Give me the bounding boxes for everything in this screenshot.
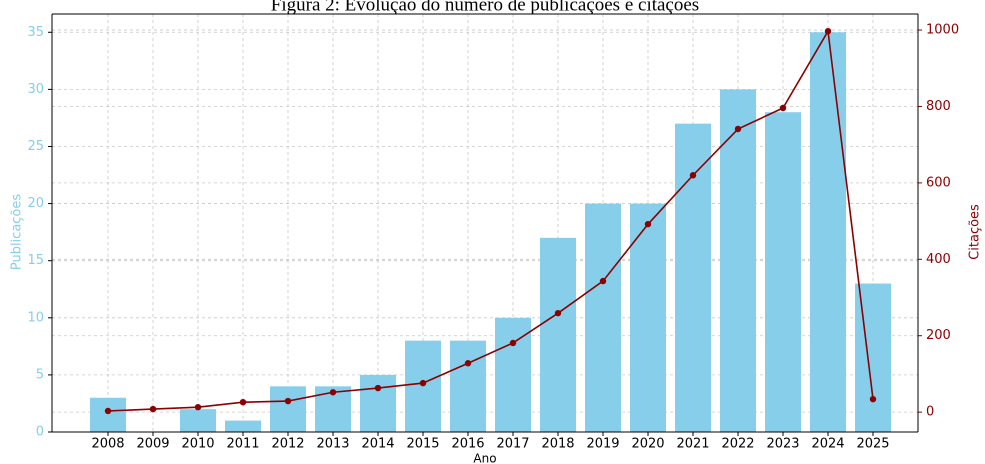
y-tick-label: 10 [27, 310, 44, 325]
point [734, 125, 742, 133]
x-tick-label: 2021 [676, 437, 709, 452]
x-tick-label: 2025 [856, 437, 889, 452]
x-tick-label: 2018 [541, 437, 574, 452]
bar [450, 340, 486, 432]
x-tick-label: 2017 [496, 437, 529, 452]
point [329, 389, 337, 396]
y2-tick-label: 1000 [926, 23, 959, 38]
y-tick-label: 15 [27, 253, 44, 268]
y-tick-label: 20 [27, 196, 44, 211]
point [869, 395, 877, 403]
point [374, 384, 382, 392]
y-tick-label: 0 [36, 425, 44, 440]
line [107, 28, 874, 412]
y-tick-label: 25 [27, 139, 44, 154]
bar [90, 397, 126, 432]
x-tick-label: 2015 [406, 437, 439, 452]
bar [180, 409, 216, 432]
x-tick-label: 2020 [631, 437, 664, 452]
point [104, 407, 112, 415]
bar [495, 317, 531, 432]
bar [585, 203, 621, 432]
x-tick-label: 2016 [451, 437, 484, 452]
x-axis-label: Ano [473, 452, 496, 464]
bar [855, 283, 891, 432]
point [464, 360, 472, 367]
y2-tick-label: 200 [926, 328, 951, 343]
bar [675, 123, 711, 432]
x-tick-label: 2012 [271, 437, 304, 452]
bar [630, 203, 666, 432]
x-tick-label: 2010 [181, 437, 214, 452]
chart-title: Figura 2: Evolução do número de publicaç… [271, 0, 699, 15]
point [509, 339, 517, 347]
bar [270, 386, 306, 432]
x-tick-label: 2009 [136, 437, 169, 452]
bar [225, 420, 261, 432]
point [419, 379, 427, 387]
x-tick-label: 2023 [766, 437, 799, 452]
y2-axis-label: Citações [968, 204, 983, 260]
bar [765, 112, 801, 433]
y-tick-label: 30 [27, 82, 44, 97]
x-tick-label: 2013 [316, 437, 349, 452]
point [599, 277, 607, 285]
point [779, 104, 787, 112]
x-tick-label: 2008 [91, 437, 124, 452]
point [284, 397, 292, 405]
x-tick-label: 2019 [586, 437, 619, 452]
bar [540, 237, 576, 432]
point [689, 172, 697, 179]
x-tick-label: 2011 [226, 437, 259, 452]
point [824, 27, 832, 35]
point [644, 220, 652, 228]
point [239, 398, 247, 406]
x-tick-label: 2022 [721, 437, 754, 452]
y2-tick-label: 800 [926, 99, 951, 114]
x-tick-label: 2014 [361, 437, 394, 452]
y2-tick-label: 0 [926, 405, 934, 420]
bar [360, 374, 396, 432]
y-tick-label: 5 [36, 367, 44, 382]
y-axis-label: Publicações [10, 194, 25, 271]
x-tick-label: 2024 [811, 437, 844, 452]
bar [720, 89, 756, 433]
y-tick-label: 35 [27, 25, 44, 40]
point [149, 405, 157, 413]
bar [405, 340, 441, 432]
point [194, 403, 202, 411]
point [554, 309, 562, 317]
bar [810, 32, 846, 432]
y2-tick-label: 600 [926, 175, 951, 190]
y2-tick-label: 400 [926, 252, 951, 267]
